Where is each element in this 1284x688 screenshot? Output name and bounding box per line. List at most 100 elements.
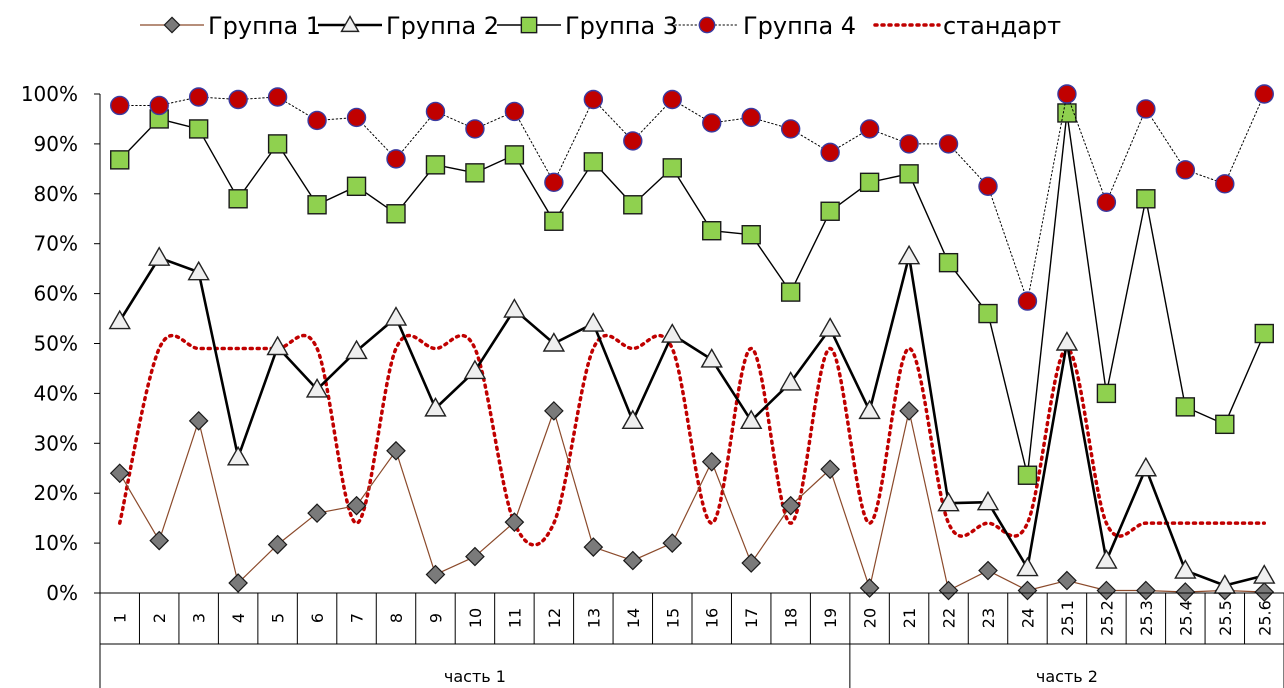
data-point-circle	[899, 134, 919, 154]
x-tick-label: 7	[348, 613, 367, 623]
x-tick-label: 8	[387, 613, 406, 623]
data-point-triangle	[1134, 456, 1158, 477]
data-point-diamond	[1136, 580, 1156, 601]
data-point-square	[228, 189, 248, 209]
x-tick-label: 25.3	[1137, 600, 1156, 636]
data-point-diamond	[583, 537, 604, 557]
data-point-square	[741, 225, 761, 245]
data-point-diamond	[938, 580, 959, 601]
data-point-square	[110, 150, 130, 170]
data-point-triangle	[147, 246, 171, 266]
data-point-square	[267, 134, 288, 154]
x-tick-label: 25.1	[1058, 600, 1077, 636]
legend-item: Группа 4	[674, 12, 856, 40]
y-tick-label: 80%	[34, 182, 78, 206]
x-tick-label: 25.5	[1216, 600, 1235, 636]
data-point-circle	[780, 119, 801, 139]
data-point-diamond	[504, 512, 525, 532]
data-point-triangle	[818, 317, 842, 337]
data-point-circle	[149, 95, 169, 116]
legend-label: Группа 4	[743, 12, 856, 40]
data-point-square	[780, 282, 801, 302]
data-point-circle	[702, 113, 722, 133]
data-point-triangle	[937, 491, 960, 512]
data-point-square	[1136, 189, 1156, 209]
data-point-circle	[1175, 160, 1196, 180]
legend-label: Группа 1	[208, 12, 321, 40]
data-point-square	[702, 221, 722, 241]
data-point-diamond	[1254, 582, 1275, 602]
data-point-circle	[465, 119, 485, 139]
data-point-triangle	[108, 309, 131, 330]
data-point-circle	[583, 89, 604, 110]
x-tick-label: 15	[663, 608, 682, 628]
y-tick-label: 100%	[21, 82, 78, 106]
data-point-circle	[228, 89, 248, 110]
data-point-triangle	[384, 306, 408, 326]
data-point-triangle	[582, 312, 605, 332]
series-1	[109, 401, 1275, 602]
data-point-triangle	[858, 399, 881, 420]
data-point-circle	[1215, 174, 1235, 194]
data-point-triangle	[779, 371, 802, 391]
data-point-diamond	[859, 578, 880, 598]
x-tick-label: 21	[900, 608, 919, 628]
series-line	[117, 333, 1267, 547]
y-tick-label: 0%	[46, 581, 78, 605]
group-label: часть 1	[444, 667, 506, 686]
data-point-diamond	[701, 451, 722, 472]
data-point-diamond	[346, 495, 367, 516]
data-point-triangle	[503, 298, 526, 318]
data-point-diamond	[780, 495, 801, 516]
legend: Группа 1 Группа 2 Группа 3 Группа 4 стандарт	[140, 12, 1061, 40]
x-tick-label: 25.2	[1097, 600, 1116, 636]
data-point-diamond	[662, 533, 683, 553]
data-point-diamond	[741, 553, 762, 573]
data-point-triangle	[976, 490, 1000, 511]
data-point-square	[386, 204, 406, 224]
y-tick-label: 40%	[34, 381, 78, 405]
data-point-triangle	[661, 323, 684, 343]
y-tick-label: 90%	[34, 132, 78, 156]
data-point-diamond	[899, 401, 919, 421]
data-point-triangle	[226, 445, 250, 466]
data-point-triangle	[739, 409, 763, 430]
data-point-square	[1057, 103, 1077, 123]
x-tick-label: 12	[545, 608, 564, 628]
data-point-triangle	[424, 396, 447, 417]
data-point-diamond	[267, 534, 288, 555]
data-point-diamond	[1175, 582, 1196, 602]
y-tick-label: 20%	[34, 481, 78, 505]
data-point-circle	[698, 16, 716, 34]
data-point-triangle	[1055, 331, 1079, 351]
legend-label: Группа 2	[386, 12, 499, 40]
data-point-diamond	[544, 401, 564, 421]
data-point-square	[1175, 397, 1196, 417]
x-tick-label: 24	[1018, 608, 1037, 628]
x-tick-label: 25.6	[1255, 600, 1274, 636]
y-tick-label: 70%	[34, 232, 78, 256]
data-point-triangle	[621, 409, 645, 430]
x-tick-label: 16	[703, 608, 722, 628]
data-point-square	[346, 176, 367, 197]
data-point-circle	[504, 101, 525, 122]
legend-item: стандарт	[873, 12, 1061, 40]
plot-lines	[108, 84, 1276, 602]
data-point-diamond	[228, 573, 248, 593]
data-point-diamond	[307, 503, 327, 524]
data-point-triangle	[340, 15, 360, 33]
legend-item: Группа 1	[140, 12, 321, 40]
data-point-circle	[346, 107, 367, 128]
data-point-square	[662, 158, 682, 178]
x-tick-label: 5	[269, 613, 288, 623]
x-axis: 1 2 3 4 5 6 7 8 9 10 11 12 13 14 15 16 17 18 19 20 21 22 23 24 2…	[99, 592, 1284, 688]
data-point-diamond	[1057, 570, 1077, 591]
data-point-triangle	[345, 339, 368, 360]
x-tick-label: 10	[466, 608, 485, 628]
data-point-square	[978, 303, 998, 324]
data-point-circle	[820, 142, 840, 163]
data-point-triangle	[1253, 564, 1276, 584]
data-point-square	[1215, 414, 1235, 435]
data-point-diamond	[163, 16, 181, 34]
